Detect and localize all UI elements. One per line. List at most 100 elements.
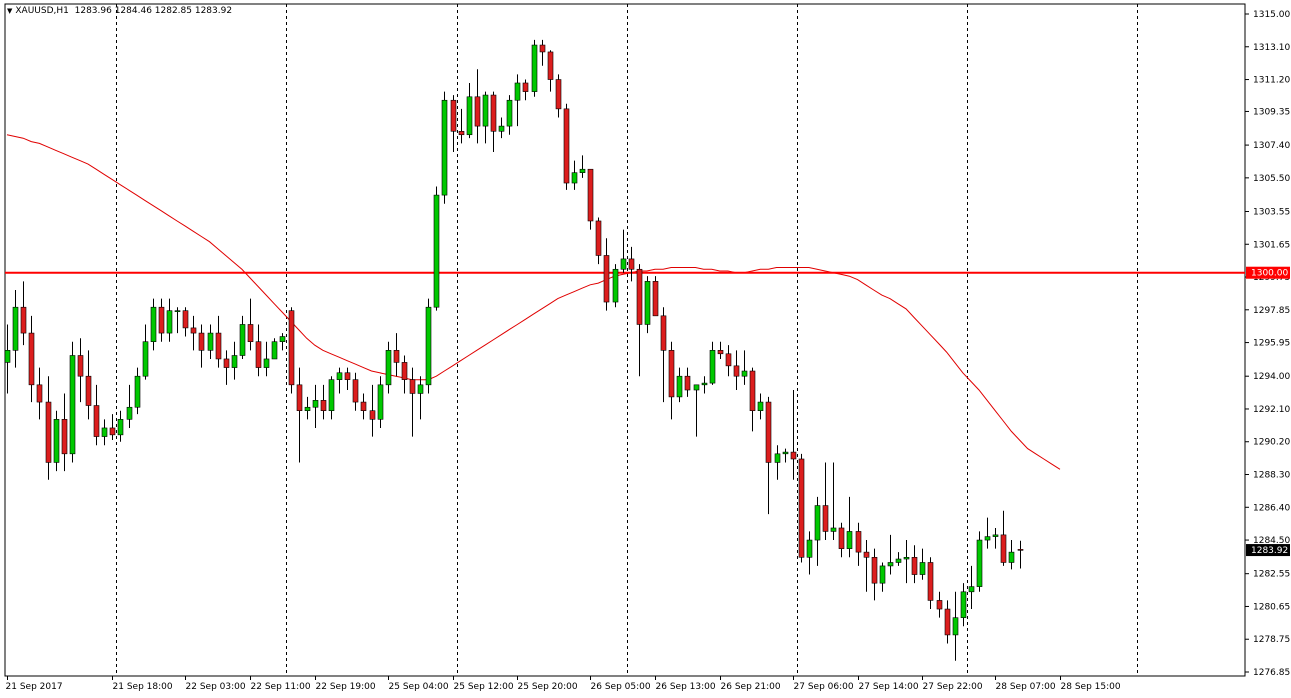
candle-body — [263, 358, 270, 368]
candle-body — [377, 384, 384, 420]
candle-body — [134, 375, 141, 408]
candle-body — [1017, 549, 1024, 551]
candle-body — [223, 358, 230, 368]
candle-body — [12, 306, 19, 351]
y-tick-label: 1290.20 — [1253, 438, 1290, 448]
candle-body — [911, 557, 918, 575]
last-price-label: 1283.92 — [1251, 546, 1288, 556]
candle-body — [774, 453, 781, 463]
candle-body — [101, 427, 108, 437]
y-tick-label: 1307.40 — [1253, 141, 1290, 151]
last-price-box — [1246, 544, 1290, 557]
candle-body — [1000, 534, 1007, 563]
candle-body — [863, 551, 870, 558]
y-tick-label: 1294.00 — [1253, 372, 1290, 382]
x-tick-label: 22 Sep 19:00 — [316, 682, 376, 692]
candle-body — [693, 384, 700, 391]
y-tick-label: 1305.50 — [1253, 174, 1290, 184]
candle-body — [968, 586, 975, 593]
candle-body — [239, 324, 246, 356]
candle-body — [563, 108, 570, 184]
candle-body — [749, 370, 756, 411]
candle-body — [158, 306, 165, 334]
candle-body — [887, 562, 894, 567]
ohlc-readout: 1283.96 1284.46 1282.85 1283.92 — [74, 6, 233, 16]
candle-body — [636, 268, 643, 325]
y-tick-label: 1282.55 — [1253, 570, 1290, 580]
moving-average-line — [6, 134, 1061, 470]
candle-body — [571, 172, 578, 184]
candle-body — [701, 382, 708, 386]
candle-body — [514, 82, 521, 101]
x-tick-label: 22 Sep 11:00 — [251, 682, 311, 692]
collapse-triangle-icon[interactable]: ▼ — [7, 7, 13, 15]
candle-body — [992, 534, 999, 537]
candle-body — [69, 355, 76, 455]
candle-body — [895, 558, 902, 563]
candle-body — [903, 557, 910, 560]
y-tick-label: 1280.65 — [1253, 602, 1290, 612]
candle-body — [830, 527, 837, 532]
candle-body — [231, 355, 238, 368]
candle-body — [919, 562, 926, 575]
candle-body — [814, 505, 821, 541]
x-tick-label: 25 Sep 12:00 — [454, 682, 514, 692]
candle-body — [498, 125, 505, 132]
candle-body — [255, 341, 262, 368]
candle-body — [782, 451, 789, 455]
candle-body — [644, 281, 651, 325]
candle-body — [684, 375, 691, 391]
candle-body — [93, 405, 100, 437]
candle-body — [628, 258, 635, 270]
candle-body — [215, 332, 222, 360]
candle-body — [976, 539, 983, 587]
x-tick-label: 27 Sep 14:00 — [859, 682, 919, 692]
y-tick-label: 1313.10 — [1253, 43, 1290, 53]
candle-body — [304, 406, 311, 411]
candle-body — [369, 410, 376, 420]
level-price-label: 1300.00 — [1251, 269, 1288, 279]
candle-body — [271, 341, 278, 360]
x-tick-label: 27 Sep 06:00 — [794, 682, 854, 692]
candle-body — [360, 401, 367, 411]
candle-body — [757, 401, 764, 411]
candle-body — [20, 306, 27, 334]
candle-body — [401, 362, 408, 380]
y-tick-label: 1311.20 — [1253, 76, 1290, 86]
y-tick-label: 1278.75 — [1253, 635, 1290, 645]
candle-body — [733, 365, 740, 377]
candle-body — [166, 310, 173, 334]
x-tick-label: 21 Sep 2017 — [6, 682, 63, 692]
y-tick-label: 1288.30 — [1253, 471, 1290, 481]
candle-body — [522, 82, 529, 92]
candle-body — [944, 608, 951, 636]
candle-body — [126, 406, 133, 420]
candle-body — [190, 327, 197, 334]
x-tick-label: 28 Sep 07:00 — [996, 682, 1056, 692]
candle-body — [4, 350, 11, 363]
x-tick-label: 25 Sep 20:00 — [518, 682, 578, 692]
x-tick-label: 26 Sep 13:00 — [656, 682, 716, 692]
candle-body — [320, 400, 327, 411]
candle-body — [741, 370, 748, 377]
level-price-box — [1246, 266, 1290, 279]
candle-body — [984, 536, 991, 541]
candle-body — [595, 220, 602, 256]
candle-body — [385, 350, 392, 386]
candle-body — [798, 458, 805, 558]
candle-body — [28, 332, 35, 386]
candle-body — [547, 51, 554, 80]
candle-body — [279, 336, 286, 343]
price-axis: 1315.00 1313.10 1311.20 1309.35 1307.40 1305.… — [1245, 10, 1290, 678]
candle-body — [579, 168, 586, 173]
candle-body — [952, 617, 959, 636]
candle-body — [838, 527, 845, 549]
candle-body — [328, 379, 335, 411]
candle-body — [142, 341, 149, 377]
candle-body — [174, 310, 181, 312]
candle-body — [450, 99, 457, 132]
candle-body — [458, 130, 465, 136]
candle-body — [620, 258, 627, 270]
